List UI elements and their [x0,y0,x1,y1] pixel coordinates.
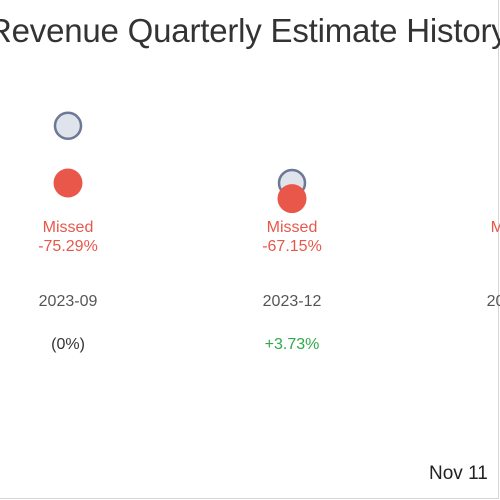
surprise-label: -75.29% [38,238,98,255]
actual-point [53,168,83,198]
result-label: Missed [491,219,500,236]
period-label: 2023-09 [39,293,98,310]
surprise-label: -67.15% [262,238,322,255]
change-label: (0%) [51,336,85,353]
period-label: 2023-12 [263,293,322,310]
actual-point [277,184,307,214]
result-label: Missed [43,219,94,236]
change-label: +3.73% [265,336,320,353]
estimate-point [53,111,83,141]
period-label: 2024-03 [487,293,500,310]
result-label: Missed [267,219,318,236]
chart-title: Revenue Quarterly Estimate History [0,12,500,49]
footer-date: Nov 11 [429,463,488,484]
